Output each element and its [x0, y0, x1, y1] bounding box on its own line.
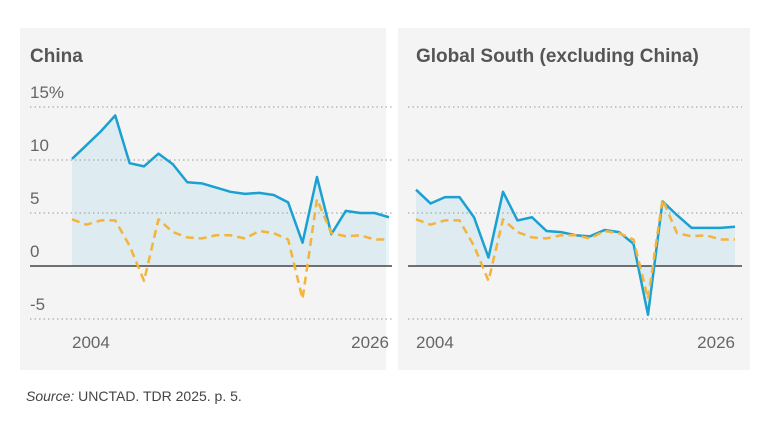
- chart-title: China: [30, 46, 83, 67]
- y-tick-label: 5: [30, 189, 39, 208]
- y-tick-label: 0: [30, 242, 39, 261]
- y-tick-label: 15%: [30, 83, 64, 102]
- area: [72, 115, 389, 266]
- panel: China -5 0 5 10 15% 2004 2026: [20, 28, 392, 370]
- line: [415, 197, 735, 301]
- area: [416, 189, 735, 315]
- chart-title: Global South (excluding China): [416, 46, 699, 67]
- y-tick-label: 10: [30, 136, 49, 155]
- x-tick-label: 2026: [697, 333, 735, 352]
- x-tick-label: 2026: [351, 333, 389, 352]
- panel-background: [20, 28, 386, 370]
- source-label: Source:: [26, 388, 74, 404]
- source: Source: UNCTAD. TDR 2025. p. 5.: [26, 388, 242, 404]
- x-tick-label: 2004: [416, 333, 454, 352]
- panel-background: [398, 28, 750, 370]
- line: [71, 197, 389, 301]
- y-tick-label: -5: [30, 295, 45, 314]
- source-text: UNCTAD. TDR 2025. p. 5.: [78, 388, 242, 404]
- x-tick-label: 2004: [72, 333, 110, 352]
- line: [71, 114, 390, 244]
- panel: Global South (excluding China) 2004 2026: [398, 28, 750, 370]
